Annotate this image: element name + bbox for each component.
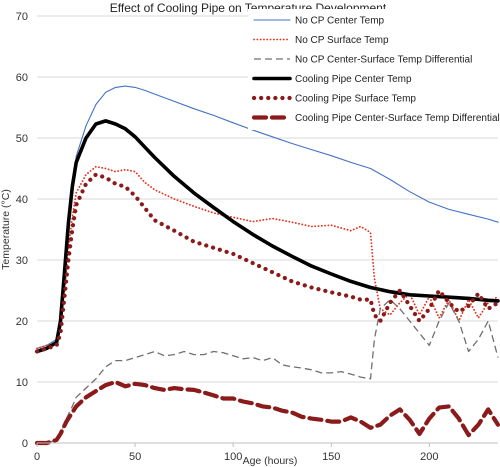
x-axis-label: Age (hours): [243, 455, 298, 467]
y-tick-label: 30: [16, 255, 28, 267]
x-tick-label: 100: [224, 451, 242, 463]
y-tick-label: 40: [16, 194, 28, 206]
y-tick-label: 60: [16, 72, 28, 84]
x-tick-label: 150: [322, 451, 340, 463]
legend-label: No CP Center Temp: [295, 16, 385, 27]
x-tick-label: 200: [420, 451, 438, 463]
x-tick-label: 50: [129, 451, 141, 463]
axes: 0 10 20 30 40 50 60 70 0 50 100 150 200: [16, 11, 498, 463]
y-axis-label: Temperature (°C): [0, 189, 12, 270]
y-tick-label: 10: [16, 377, 28, 389]
series-line-6: [34, 379, 500, 446]
legend-label: Cooling Pipe Surface Temp: [295, 94, 416, 105]
legend-label: No CP Surface Temp: [295, 35, 389, 46]
series-line-5: [34, 172, 500, 354]
y-tick-label: 0: [22, 438, 28, 450]
legend-label: Cooling Pipe Center-Surface Temp Differe…: [295, 113, 500, 124]
series-group: [34, 85, 500, 446]
series-line-4: [35, 119, 500, 354]
legend-label: Cooling Pipe Center Temp: [295, 74, 412, 85]
legend-background: [248, 9, 500, 130]
series-line-2: [36, 165, 499, 350]
legend-label: No CP Center-Surface Temp Differential: [295, 55, 472, 66]
x-tick-label: 0: [34, 451, 40, 463]
y-tick-label: 70: [16, 11, 28, 23]
y-tick-label: 50: [16, 133, 28, 145]
series-line-3: [37, 298, 499, 444]
legend: No CP Center Temp No CP Surface Temp No CP…: [248, 9, 500, 130]
y-tick-label: 20: [16, 316, 28, 328]
